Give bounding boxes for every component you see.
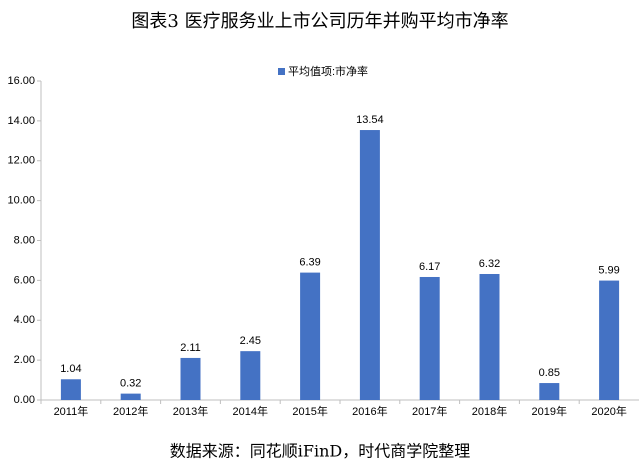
bar	[180, 357, 201, 400]
bar	[419, 276, 440, 400]
bar	[479, 273, 500, 400]
bar	[599, 280, 620, 400]
y-tick-label: 6.00	[14, 274, 35, 286]
data-label: 2.11	[180, 342, 201, 354]
data-label: 13.54	[356, 114, 384, 126]
y-tick-label: 4.00	[14, 314, 35, 326]
bar	[120, 393, 141, 400]
x-tick-label: 2012年	[113, 404, 148, 418]
x-tick-label: 2020年	[591, 404, 626, 418]
legend-swatch	[278, 68, 285, 75]
y-tick-label: 14.00	[7, 115, 35, 127]
x-tick-label: 2015年	[292, 404, 327, 418]
data-label: 0.85	[539, 367, 560, 379]
y-tick-label: 2.00	[14, 354, 35, 366]
x-tick-label: 2013年	[173, 404, 208, 418]
legend-label: 平均值项:市净率	[288, 64, 368, 78]
x-tick-label: 2014年	[233, 404, 268, 418]
y-tick-label: 0.00	[14, 394, 35, 406]
chart-title: 图表3 医疗服务业上市公司历年并购平均市净率	[131, 11, 508, 32]
data-label: 6.17	[419, 261, 440, 273]
x-tick-label: 2019年	[532, 404, 567, 418]
data-label: 5.99	[598, 264, 619, 276]
data-label: 6.39	[299, 257, 320, 269]
x-tick-label: 2017年	[412, 404, 447, 418]
x-tick-label: 2016年	[352, 404, 387, 418]
bar	[539, 383, 560, 400]
bar	[359, 130, 380, 400]
data-label: 1.04	[60, 363, 81, 375]
y-tick-label: 10.00	[7, 195, 35, 207]
x-tick-label: 2018年	[472, 404, 507, 418]
bar	[60, 379, 81, 400]
data-label: 2.45	[240, 335, 261, 347]
bar	[240, 351, 261, 400]
x-tick-label: 2011年	[54, 404, 89, 418]
y-tick-label: 8.00	[14, 234, 35, 246]
bar	[300, 272, 321, 400]
data-label: 0.32	[120, 378, 141, 390]
y-tick-label: 12.00	[7, 155, 35, 167]
data-label: 6.32	[479, 258, 500, 270]
y-tick-label: 16.00	[7, 75, 35, 87]
source-note: 数据来源：同花顺iFinD，时代商学院整理	[170, 442, 470, 461]
